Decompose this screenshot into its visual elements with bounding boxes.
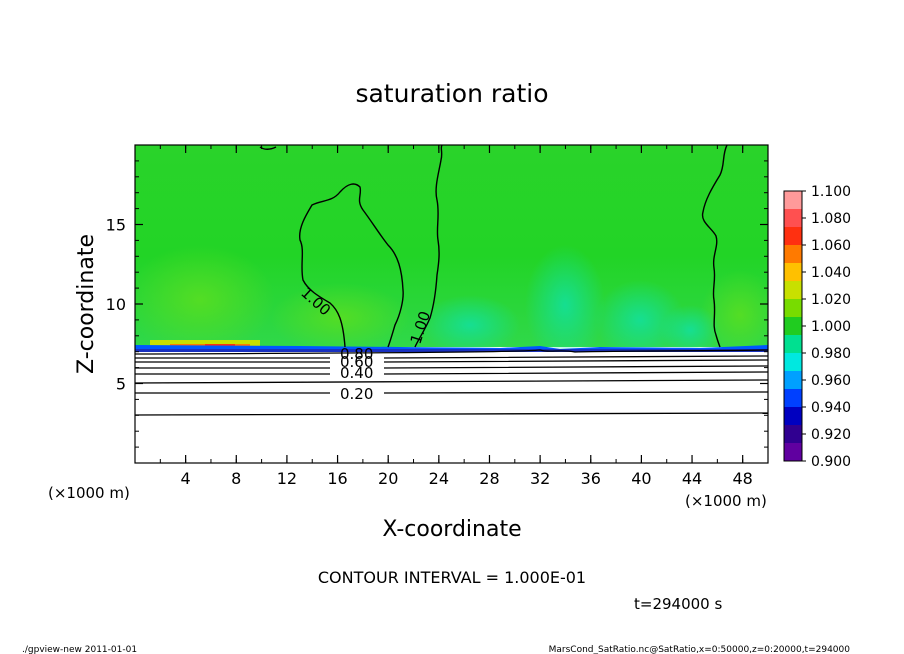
colorbar-swatch: [784, 407, 802, 426]
x-tick-label: 36: [581, 469, 601, 488]
colorbar-swatch: [784, 353, 802, 372]
contour-label-0.40: 0.40: [340, 364, 373, 382]
x-tick-label: 32: [530, 469, 550, 488]
contour-line-1.00-c: [701, 145, 728, 348]
x-axis-ticks: 4 8 12 16 20 24 28 32 36 40 44 48: [159, 145, 753, 488]
y-tick-label: 5: [116, 375, 126, 394]
colorbar-label: 0.900: [811, 454, 851, 470]
x-tick-label: 16: [327, 469, 347, 488]
colorbar-label: 0.940: [811, 400, 851, 416]
x-unit-label-left: (×1000 m): [48, 484, 130, 502]
x-tick-label: 28: [479, 469, 499, 488]
colorbar-swatch: [784, 443, 802, 462]
x-tick-label: 4: [181, 469, 191, 488]
colorbar-label: 1.060: [811, 238, 851, 254]
field-patch-teal: [660, 305, 720, 355]
colorbar-swatch: [784, 425, 802, 444]
contour-label-0.80: 0.80: [340, 345, 373, 363]
contour-line: [135, 365, 768, 369]
contour-line: [135, 379, 768, 384]
y-axis-label: Z-coordinate: [74, 234, 99, 374]
contour-line-1.00-b: [414, 145, 443, 348]
colorbar-label: 0.980: [811, 346, 851, 362]
footer-left: ./gpview-new 2011-01-01: [22, 645, 137, 654]
x-tick-label: 44: [682, 469, 702, 488]
contour-line: [135, 412, 768, 416]
contour-line: [135, 355, 768, 359]
colorbar-swatch: [784, 389, 802, 408]
colorbar-swatch: [784, 281, 802, 300]
colorbar: 1.100 1.080 1.060 1.040 1.020 1.000 0.980 0.960…: [783, 184, 851, 470]
contour-line: [135, 349, 768, 355]
contour-label-0.60: 0.60: [340, 353, 373, 371]
colorbar-swatch: [784, 299, 802, 318]
contour-line: [135, 371, 768, 375]
colorbar-label: 1.080: [811, 211, 851, 227]
y-axis-ticks: 5 10 15: [106, 160, 768, 448]
footer-right: MarsCond_SatRatio.nc@SatRatio,x=0:50000,…: [549, 645, 851, 654]
x-axis-label: X-coordinate: [382, 517, 521, 542]
colorbar-label: 1.100: [811, 184, 851, 200]
field-patch-teal: [595, 280, 685, 360]
contour-interval-text: CONTOUR INTERVAL = 1.000E-01: [318, 568, 586, 587]
contour-line: [135, 359, 768, 363]
x-tick-label: 40: [631, 469, 651, 488]
colorbar-label: 1.020: [811, 292, 851, 308]
colorbar-label: 0.920: [811, 427, 851, 443]
colorbar-swatch: [784, 263, 802, 282]
time-text: t=294000 s: [634, 595, 722, 613]
contour-line-1.00-a: [298, 183, 404, 348]
colorbar-swatch: [784, 371, 802, 390]
contour-lines-lower: [135, 349, 768, 416]
chart-title: saturation ratio: [355, 79, 548, 108]
y-tick-label: 10: [106, 295, 126, 314]
field-patch-light: [135, 245, 275, 355]
colorbar-swatch: [784, 209, 802, 228]
colorbar-label: 0.960: [811, 373, 851, 389]
colorbar-swatch: [784, 245, 802, 264]
contour-label-0.20: 0.20: [340, 385, 373, 403]
field-strip-yellow: [150, 340, 260, 347]
colorbar-swatch: [784, 335, 802, 354]
field-strip-red: [205, 344, 235, 346]
field-patch-teal: [420, 295, 520, 355]
x-unit-label-right: (×1000 m): [685, 492, 767, 510]
colorbar-swatch: [784, 227, 802, 246]
y-tick-label: 15: [106, 216, 126, 235]
colorbar-swatch: [784, 317, 802, 336]
field-lower: [135, 352, 768, 463]
x-tick-label: 48: [733, 469, 753, 488]
x-tick-label: 24: [429, 469, 449, 488]
plot-area: [135, 145, 768, 463]
x-tick-label: 20: [378, 469, 398, 488]
contour-lines-upper: [259, 145, 728, 348]
colorbar-label: 1.040: [811, 265, 851, 281]
field-patch-teal: [525, 245, 605, 365]
colorbar-swatch: [784, 191, 802, 210]
contour-line-top: [259, 146, 277, 150]
x-tick-label: 8: [231, 469, 241, 488]
contour-line: [135, 391, 768, 394]
colorbar-label: 1.000: [811, 319, 851, 335]
x-tick-label: 12: [277, 469, 297, 488]
